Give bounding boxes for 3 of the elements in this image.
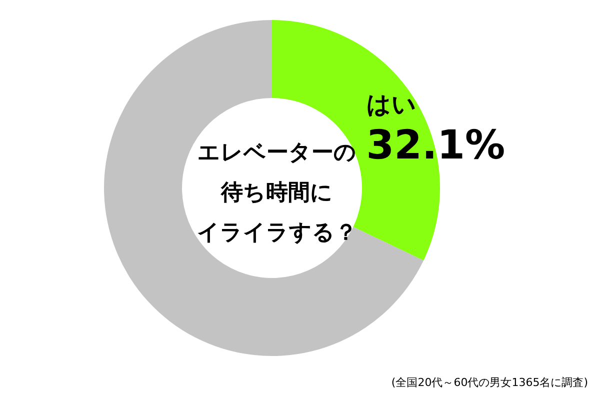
text: エレベーターの待ち時間にイライラする？ [197,140,357,246]
slice-label: はい [366,90,416,119]
text: (全国20代～60代の男女1365名に調査) [391,376,588,389]
